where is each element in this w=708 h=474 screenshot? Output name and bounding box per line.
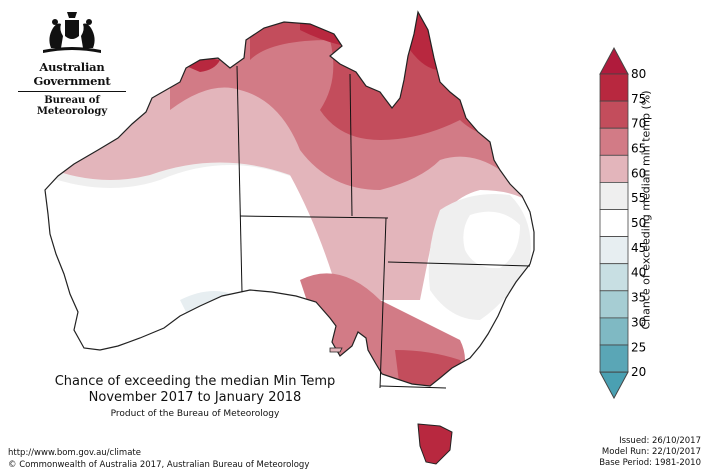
legend-tick-label: 45 xyxy=(631,241,646,255)
bom-url[interactable]: http://www.bom.gov.au/climate xyxy=(8,448,141,458)
legend-tick-label: 75 xyxy=(631,92,646,106)
color-legend: 80 75 70 65 60 55 50 45 40 35 30 25 20 xyxy=(599,46,646,400)
copyright: © Commonwealth of Australia 2017, Austra… xyxy=(8,460,310,470)
legend-swatch xyxy=(599,181,629,210)
product-credit: Product of the Bureau of Meteorology xyxy=(110,409,280,419)
legend-tick-label: 70 xyxy=(631,117,646,131)
issued-date: Issued: 26/10/2017 xyxy=(619,436,701,446)
legend-tick-label: 50 xyxy=(631,216,646,230)
legend-bottom-arrow xyxy=(599,371,629,400)
footer-right: Issued: 26/10/2017 Model Run: 22/10/2017… xyxy=(599,436,701,469)
base-period: Base Period: 1981-2010 xyxy=(599,458,701,468)
government-name: Australian Government xyxy=(33,60,111,88)
title-line-2: November 2017 to January 2018 xyxy=(88,390,302,405)
state-borders xyxy=(236,65,531,389)
legend-tick-label: 30 xyxy=(631,315,646,329)
legend-tick-label: 65 xyxy=(631,142,646,156)
legend-tick-label: 55 xyxy=(631,191,646,205)
legend-swatch xyxy=(599,100,629,129)
map-title: Chance of exceeding the median Min Temp … xyxy=(20,374,370,419)
legend-tick-label: 20 xyxy=(631,365,646,379)
legend-swatch xyxy=(599,290,629,319)
legend-tick-label: 40 xyxy=(631,266,646,280)
legend-tick-labels: 80 75 70 65 60 55 50 45 40 35 30 25 20 xyxy=(631,67,646,379)
legend-tick-label: 25 xyxy=(631,340,646,354)
legend-swatch xyxy=(599,127,629,156)
divider xyxy=(18,91,126,92)
bureau-name: Bureau of Meteorology xyxy=(36,95,108,117)
legend-tick-label: 80 xyxy=(631,67,646,81)
legend-swatch xyxy=(599,73,629,102)
legend-tick-label: 60 xyxy=(631,166,646,180)
legend-tick-label: 35 xyxy=(631,291,646,305)
coat-of-arms-icon xyxy=(43,12,101,53)
tasmania xyxy=(417,423,453,465)
legend-swatch xyxy=(599,317,629,346)
legend-swatch xyxy=(599,344,629,373)
kangaroo-island xyxy=(329,347,343,353)
legend-title: Chance of exceeding median min temp (%) xyxy=(639,90,653,330)
legend-top-arrow xyxy=(599,46,629,75)
legend-swatch xyxy=(599,236,629,265)
footer-left: http://www.bom.gov.au/climate © Commonwe… xyxy=(8,447,309,471)
coastline xyxy=(44,10,535,387)
title-line-1: Chance of exceeding the median Min Temp xyxy=(54,374,336,389)
legend-swatch xyxy=(599,209,629,238)
legend-swatch xyxy=(599,154,629,183)
legend-swatches xyxy=(599,73,629,373)
legend-swatch xyxy=(599,263,629,292)
model-run-date: Model Run: 22/10/2017 xyxy=(601,447,701,457)
bom-logo: Australian Government Bureau of Meteorol… xyxy=(8,8,136,117)
